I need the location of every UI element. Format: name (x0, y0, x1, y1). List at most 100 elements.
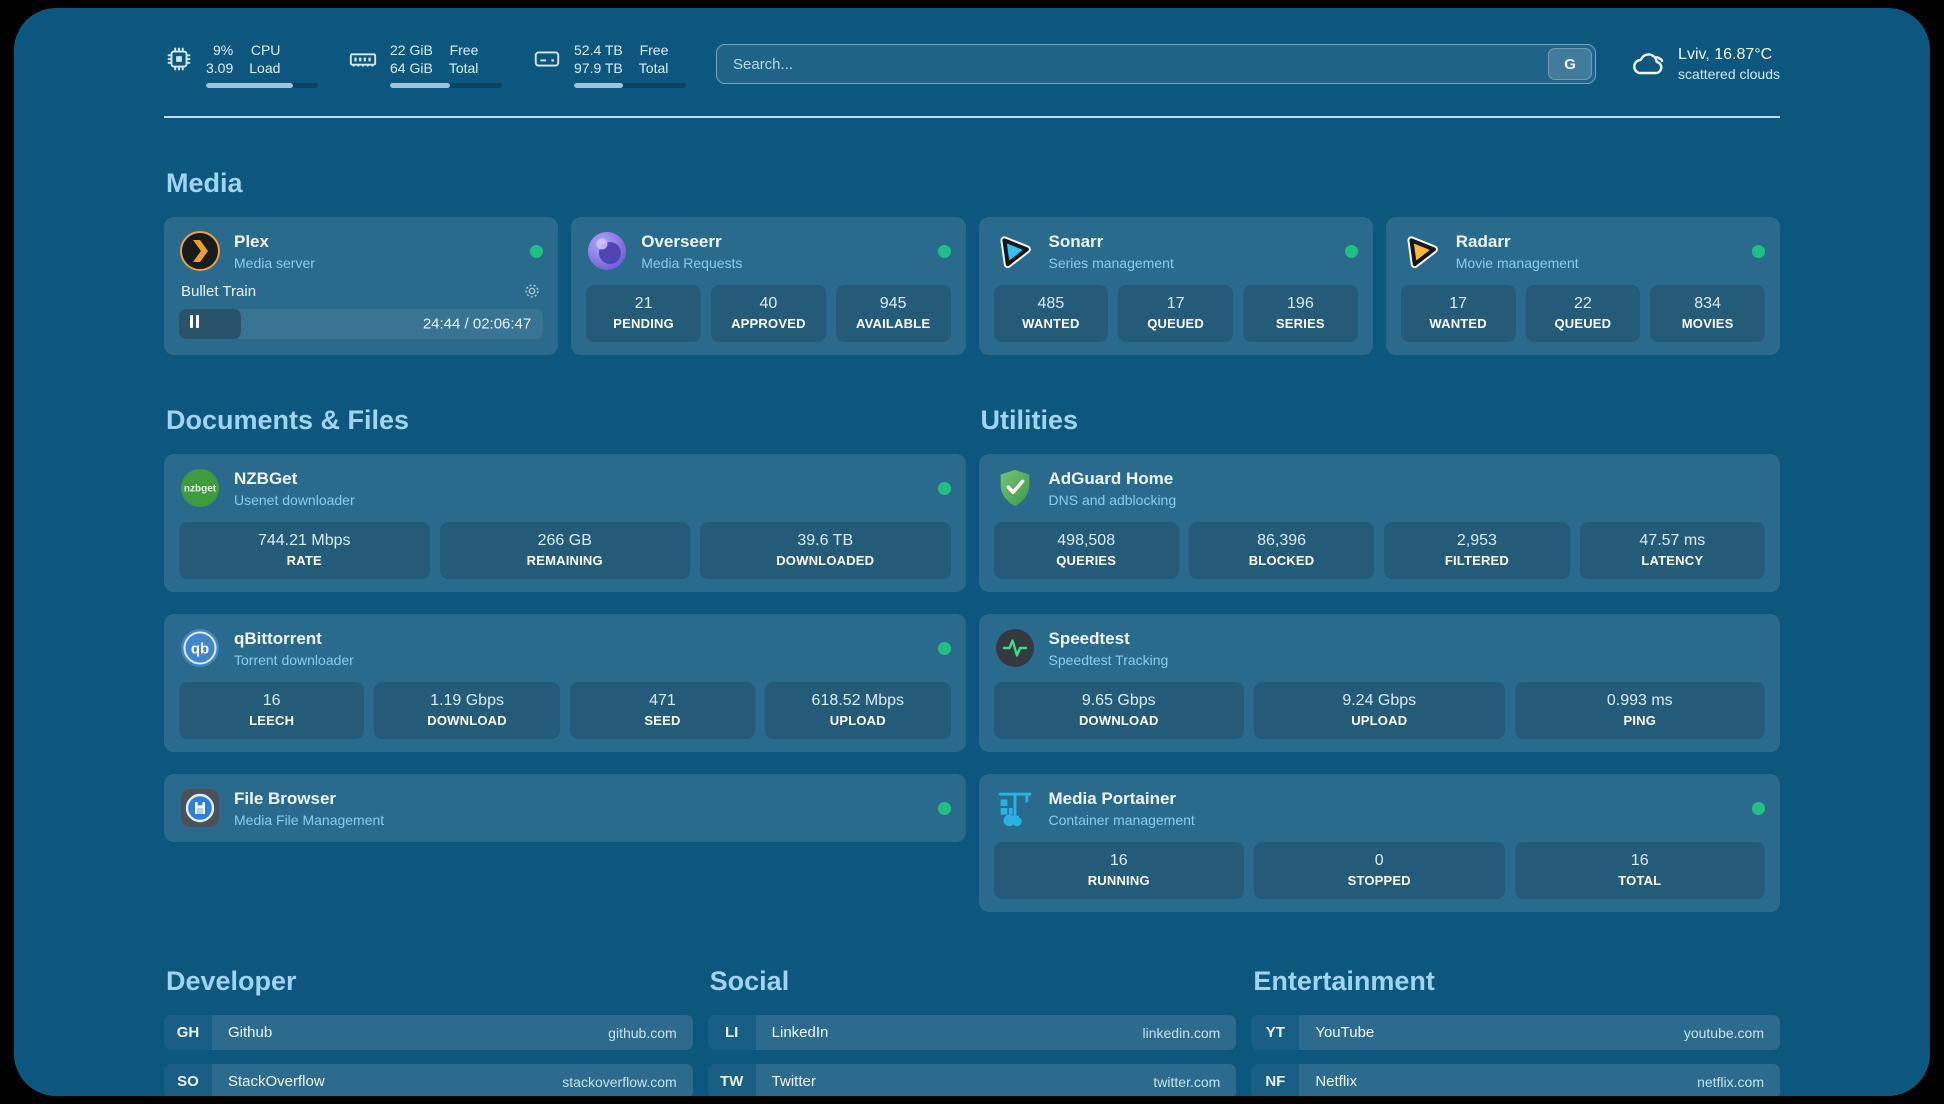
status-dot (1344, 244, 1358, 258)
cloud-icon (1626, 44, 1666, 84)
disk-total-label: Total (638, 59, 669, 76)
stat-label: RATE (286, 553, 322, 568)
svg-text:nzbget: nzbget (184, 484, 217, 495)
bookmark-name: Netflix (1315, 1073, 1358, 1090)
stat-tile: 266 GB REMAINING (439, 522, 690, 579)
ram-free-value: 22 GiB (390, 41, 433, 58)
cpu-load-value: 3.09 (206, 59, 234, 76)
nzbget-icon: nzbget (179, 467, 221, 509)
stat-value: 16 (1630, 852, 1649, 869)
card-title: Speedtest (1048, 628, 1130, 648)
stat-label: REMAINING (526, 553, 603, 568)
bookmark-url: github.com (608, 1024, 677, 1041)
section-title-developer: Developer (166, 966, 297, 996)
stat-tile: 1.19 Gbps DOWNLOAD (374, 682, 560, 739)
pause-icon[interactable] (190, 315, 202, 333)
header-divider (164, 116, 1780, 118)
adguard-icon (994, 467, 1036, 509)
stat-label: LATENCY (1641, 553, 1704, 568)
stat-label: DOWNLOAD (427, 713, 507, 728)
stat-value: 17 (1166, 295, 1185, 312)
card-title: NZBGet (234, 468, 298, 488)
stat-value: 1.19 Gbps (430, 692, 504, 709)
bookmark-linkedin[interactable]: LI LinkedIn linkedin.com (707, 1015, 1237, 1050)
playback-seek-bar[interactable]: 24:44 / 02:06:47 (179, 309, 544, 339)
weather-location-temp: Lviv, 16.87°C (1678, 46, 1773, 63)
stat-label: PING (1623, 713, 1657, 728)
stat-value: 39.6 TB (797, 532, 854, 549)
plex-icon (179, 230, 221, 272)
media-row: Plex Media server Bullet Train (164, 217, 1780, 355)
stat-tile: 40 APPROVED (711, 285, 826, 342)
bookmark-youtube[interactable]: YT YouTube youtube.com (1251, 1015, 1780, 1050)
card-subtitle: Media Requests (641, 254, 743, 271)
bookmark-url: stackoverflow.com (562, 1073, 677, 1090)
stat-value: 40 (759, 295, 778, 312)
ram-total-value: 64 GiB (390, 59, 433, 76)
stat-tile: 618.52 Mbps UPLOAD (765, 682, 951, 739)
qbittorrent-card[interactable]: qb qBittorrent Torrent downloader 16 LEE… (164, 614, 966, 752)
system-stats: 9% 3.09 CPU Load (164, 41, 686, 88)
card-subtitle: Series management (1048, 254, 1174, 271)
cpu-usage-label: CPU (250, 41, 281, 58)
bookmark-github[interactable]: GH Github github.com (164, 1015, 693, 1050)
filebrowser-card[interactable]: File Browser Media File Management (164, 774, 966, 842)
sonarr-card[interactable]: Sonarr Series management 485 WANTED 17 Q… (978, 217, 1373, 355)
weather-condition: scattered clouds (1678, 66, 1780, 82)
stat-value: 47.57 ms (1639, 532, 1706, 549)
stat-label: SEED (644, 713, 681, 728)
bookmark-name: Twitter (771, 1073, 816, 1090)
nzbget-card[interactable]: nzbget NZBGet Usenet downloader 744.21 M… (164, 454, 966, 592)
adguard-card[interactable]: AdGuard Home DNS and adblocking 498,508 … (978, 454, 1780, 592)
search-input[interactable] (716, 44, 1597, 84)
cpu-icon (164, 44, 194, 74)
playback-elapsed (179, 309, 241, 339)
stat-value: 266 GB (537, 532, 592, 549)
stat-value: 498,508 (1057, 532, 1116, 549)
stat-label: DOWNLOADED (776, 553, 875, 568)
bookmark-stackoverflow[interactable]: SO StackOverflow stackoverflow.com (164, 1064, 693, 1096)
stat-tile: 196 SERIES (1243, 285, 1358, 342)
section-title-media: Media (166, 168, 243, 198)
stat-label: QUERIES (1056, 553, 1117, 568)
search-engine-button[interactable]: G (1548, 48, 1593, 80)
portainer-card[interactable]: Media Portainer Container management 16 … (978, 774, 1780, 912)
bookmark-netflix[interactable]: NF Netflix netflix.com (1251, 1064, 1780, 1096)
card-title: qBittorrent (234, 628, 322, 648)
stat-tile: 744.21 Mbps RATE (179, 522, 430, 579)
card-subtitle: Movie management (1455, 254, 1579, 271)
card-subtitle: Container management (1048, 811, 1195, 828)
portainer-icon (994, 787, 1036, 829)
ram-free-label: Free (449, 41, 479, 58)
stat-value: 86,396 (1257, 532, 1307, 549)
stat-tile: 471 SEED (569, 682, 756, 739)
stat-label: AVAILABLE (855, 316, 931, 331)
bookmark-name: StackOverflow (228, 1073, 325, 1090)
stat-tile: 47.57 ms LATENCY (1579, 522, 1765, 579)
stat-label: UPLOAD (1351, 713, 1408, 728)
disk-stat: 52.4 TB 97.9 TB Free Total (532, 41, 686, 88)
card-subtitle: Media server (234, 254, 315, 271)
card-subtitle: Media File Management (234, 811, 385, 828)
stat-value: 945 (879, 295, 907, 312)
overseerr-card[interactable]: Overseerr Media Requests 21 PENDING 40 A… (571, 217, 966, 355)
section-title-entertainment: Entertainment (1253, 966, 1435, 996)
stat-tile: 485 WANTED (993, 285, 1109, 342)
stat-label: QUEUED (1554, 316, 1612, 331)
overseerr-icon (586, 230, 628, 272)
stat-label: LEECH (249, 713, 295, 728)
stat-value: 0.993 ms (1606, 692, 1673, 709)
memory-stat: 22 GiB 64 GiB Free Total (348, 41, 502, 88)
disk-free-label: Free (639, 41, 669, 58)
card-subtitle: Torrent downloader (234, 651, 354, 668)
radarr-card[interactable]: Radarr Movie management 17 WANTED 22 QUE… (1385, 217, 1780, 355)
stat-tile: 9.65 Gbps DOWNLOAD (993, 682, 1244, 739)
bookmark-twitter[interactable]: TW Twitter twitter.com (707, 1064, 1237, 1096)
stat-value: 471 (649, 692, 676, 709)
stat-value: 22 (1573, 295, 1592, 312)
speedtest-card[interactable]: Speedtest Speedtest Tracking 9.65 Gbps D… (978, 614, 1780, 752)
plex-card[interactable]: Plex Media server Bullet Train (164, 217, 559, 355)
bookmark-abbr: LI (707, 1015, 756, 1050)
session-settings-icon[interactable] (523, 282, 541, 300)
stat-tile: 86,396 BLOCKED (1188, 522, 1375, 579)
